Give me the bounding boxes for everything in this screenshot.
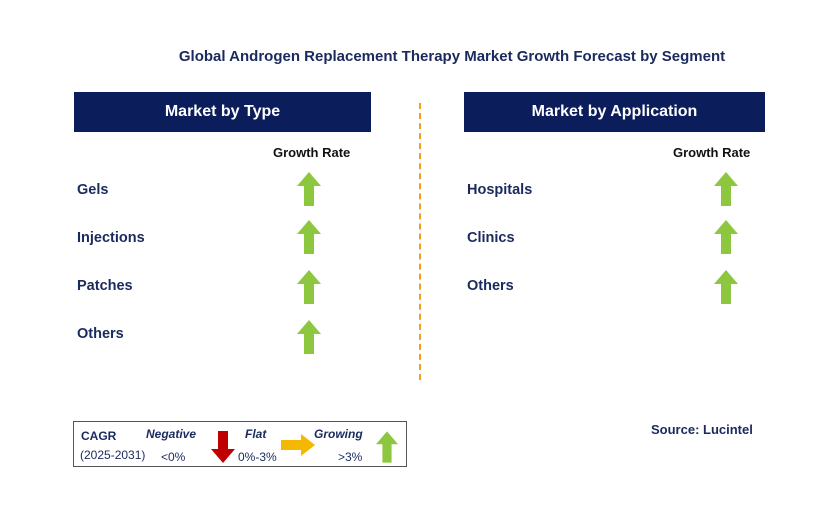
type-panel-header: Market by Type bbox=[74, 92, 371, 132]
growing-arrow-icon bbox=[297, 220, 321, 254]
growing-arrow-icon bbox=[297, 172, 321, 206]
source-note: Source: Lucintel bbox=[651, 422, 753, 437]
application-row-hospitals: Hospitals bbox=[467, 182, 533, 198]
type-row-others: Others bbox=[77, 326, 124, 342]
legend-flat-range: 0%-3% bbox=[238, 450, 277, 464]
flat-arrow-icon bbox=[281, 434, 315, 456]
chart-title: Global Androgen Replacement Therapy Mark… bbox=[178, 48, 726, 65]
type-row-gels: Gels bbox=[77, 182, 109, 198]
legend-cagr-label: CAGR bbox=[81, 429, 117, 443]
growing-arrow-icon bbox=[714, 270, 738, 304]
legend-period: (2025-2031) bbox=[80, 448, 146, 462]
application-growth-rate-label: Growth Rate bbox=[673, 145, 751, 160]
application-row-others: Others bbox=[467, 278, 514, 294]
panel-divider bbox=[419, 103, 421, 380]
legend-negative-label: Negative bbox=[146, 427, 197, 441]
legend-negative-range: <0% bbox=[161, 450, 186, 464]
growing-arrow-icon bbox=[297, 320, 321, 354]
type-row-patches: Patches bbox=[77, 278, 133, 294]
negative-arrow-icon bbox=[211, 431, 235, 463]
growing-arrow-icon bbox=[297, 270, 321, 304]
growing-arrow-icon bbox=[376, 431, 398, 463]
legend-growing-range: >3% bbox=[338, 450, 363, 464]
application-row-clinics: Clinics bbox=[467, 230, 515, 246]
type-row-injections: Injections bbox=[77, 230, 145, 246]
type-growth-rate-label: Growth Rate bbox=[273, 145, 351, 160]
legend-growing-label: Growing bbox=[314, 427, 363, 441]
legend-flat-label: Flat bbox=[245, 427, 267, 441]
growing-arrow-icon bbox=[714, 172, 738, 206]
cagr-legend: CAGR (2025-2031) Negative <0% Flat 0%-3%… bbox=[73, 421, 407, 467]
growing-arrow-icon bbox=[714, 220, 738, 254]
application-panel-header: Market by Application bbox=[464, 92, 765, 132]
